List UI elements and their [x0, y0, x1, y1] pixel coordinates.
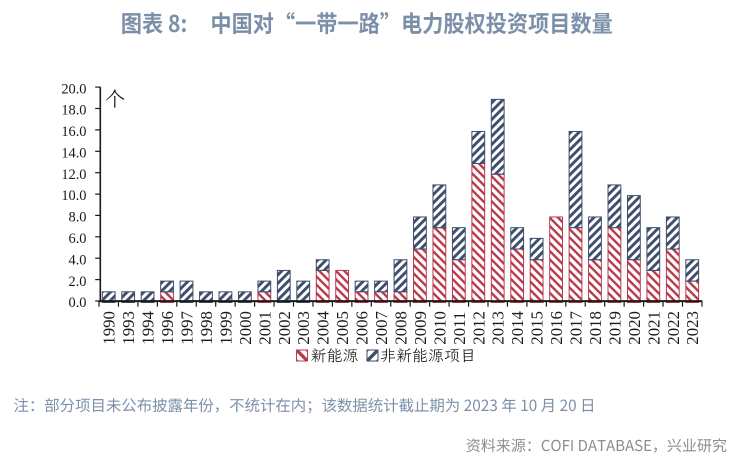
svg-text:2000: 2000 [236, 311, 255, 345]
svg-text:2016: 2016 [547, 311, 566, 345]
svg-text:10.0: 10.0 [61, 188, 86, 204]
svg-text:2017: 2017 [567, 311, 586, 345]
svg-text:2021: 2021 [644, 311, 663, 345]
svg-text:2004: 2004 [314, 311, 333, 345]
svg-text:16.0: 16.0 [61, 124, 86, 140]
svg-text:2012: 2012 [469, 311, 488, 345]
svg-text:2008: 2008 [391, 311, 410, 345]
svg-text:12.0: 12.0 [61, 167, 86, 183]
svg-text:8.0: 8.0 [69, 210, 87, 226]
svg-text:2002: 2002 [275, 311, 294, 345]
svg-text:2011: 2011 [450, 312, 469, 345]
svg-text:1998: 1998 [197, 311, 216, 345]
svg-text:2023: 2023 [683, 311, 702, 345]
svg-text:1990: 1990 [100, 311, 119, 345]
svg-text:2006: 2006 [353, 311, 372, 345]
svg-text:4.0: 4.0 [69, 252, 87, 268]
svg-text:2013: 2013 [489, 311, 508, 345]
svg-text:1999: 1999 [216, 311, 235, 345]
svg-text:1994: 1994 [139, 311, 158, 345]
svg-text:1996: 1996 [158, 311, 177, 345]
svg-text:14.0: 14.0 [61, 146, 86, 162]
svg-text:2010: 2010 [430, 311, 449, 345]
svg-text:2005: 2005 [333, 311, 352, 345]
svg-text:2014: 2014 [508, 311, 527, 345]
svg-text:2020: 2020 [625, 311, 644, 345]
svg-text:2003: 2003 [294, 311, 313, 345]
svg-text:1993: 1993 [119, 311, 138, 345]
svg-text:2009: 2009 [411, 311, 430, 345]
svg-text:2022: 2022 [664, 311, 683, 345]
svg-text:20.0: 20.0 [61, 81, 86, 97]
svg-text:2007: 2007 [372, 311, 391, 345]
svg-text:18.0: 18.0 [61, 103, 86, 119]
svg-text:0.0: 0.0 [69, 295, 87, 311]
svg-text:2019: 2019 [605, 311, 624, 345]
svg-text:2001: 2001 [255, 311, 274, 345]
svg-text:6.0: 6.0 [69, 231, 87, 247]
svg-text:2.0: 2.0 [69, 274, 87, 290]
svg-text:2015: 2015 [528, 311, 547, 345]
svg-text:2018: 2018 [586, 311, 605, 345]
svg-text:1997: 1997 [178, 311, 197, 345]
